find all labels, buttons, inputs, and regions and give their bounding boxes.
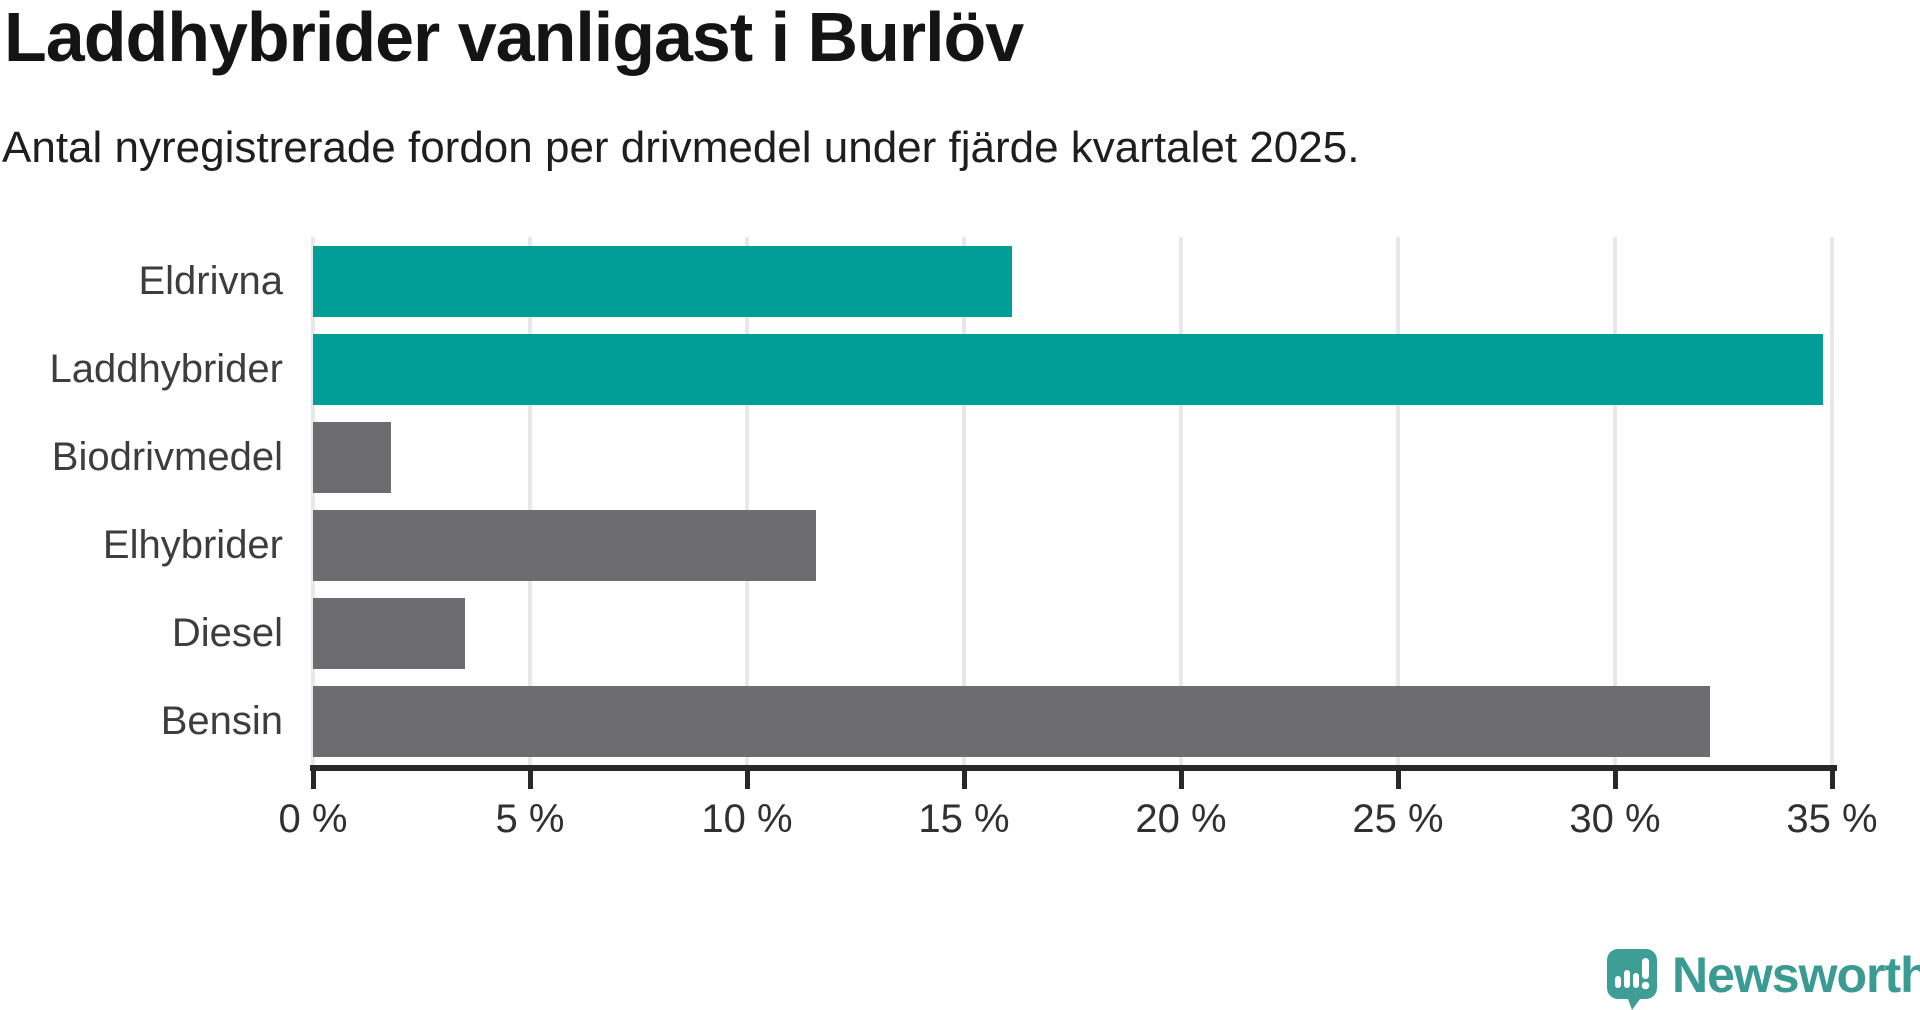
x-axis-tick-label: 30 % [1569, 797, 1661, 841]
bar-laddhybrider [313, 333, 1823, 405]
category-label: Biodrivmedel [51, 434, 283, 479]
x-axis-tick-label: 20 % [1135, 797, 1227, 841]
x-axis-tick-label: 0 % [278, 797, 348, 841]
newsworthy-logo: Newsworthy [1606, 948, 1920, 1010]
category-label: Bensin [160, 698, 283, 743]
x-axis-tick [1612, 765, 1618, 789]
bar-eldrivna [313, 245, 1012, 317]
x-axis-tick [1395, 765, 1401, 789]
gridline [1613, 237, 1617, 765]
x-axis-tick-label: 25 % [1352, 797, 1444, 841]
category-label: Elhybrider [102, 522, 283, 567]
x-axis-tick [1829, 765, 1835, 789]
bar-diesel [313, 597, 465, 669]
x-axis-line [310, 765, 1837, 771]
category-label: Laddhybrider [49, 346, 284, 391]
x-axis-tick-label: 10 % [701, 797, 793, 841]
gridline [528, 237, 532, 765]
gridline [1396, 237, 1400, 765]
bar-elhybrider [313, 509, 816, 581]
chart-subtitle: Antal nyregistrerade fordon per drivmede… [2, 123, 1360, 172]
category-label: Eldrivna [138, 258, 283, 303]
category-label: Diesel [171, 610, 283, 655]
x-axis-tick [310, 765, 316, 789]
x-axis-tick [527, 765, 533, 789]
x-axis-tick [744, 765, 750, 789]
gridline [962, 237, 966, 765]
chart-title: Laddhybrider vanligast i Burlöv [4, 0, 1024, 76]
x-axis-tick-label: 35 % [1786, 797, 1878, 841]
newsworthy-logo-icon [1607, 949, 1657, 1010]
x-axis-tick-label: 5 % [495, 797, 565, 841]
bar-bensin [313, 685, 1710, 757]
x-axis-tick [961, 765, 967, 789]
gridline [1830, 237, 1834, 765]
gridline [745, 237, 749, 765]
x-axis-tick-label: 15 % [918, 797, 1010, 841]
bar-biodrivmedel [313, 421, 391, 493]
gridline [1179, 237, 1183, 765]
x-axis-tick [1178, 765, 1184, 789]
gridline [311, 237, 315, 765]
newsworthy-wordmark: Newsworthy [1672, 947, 1920, 1003]
